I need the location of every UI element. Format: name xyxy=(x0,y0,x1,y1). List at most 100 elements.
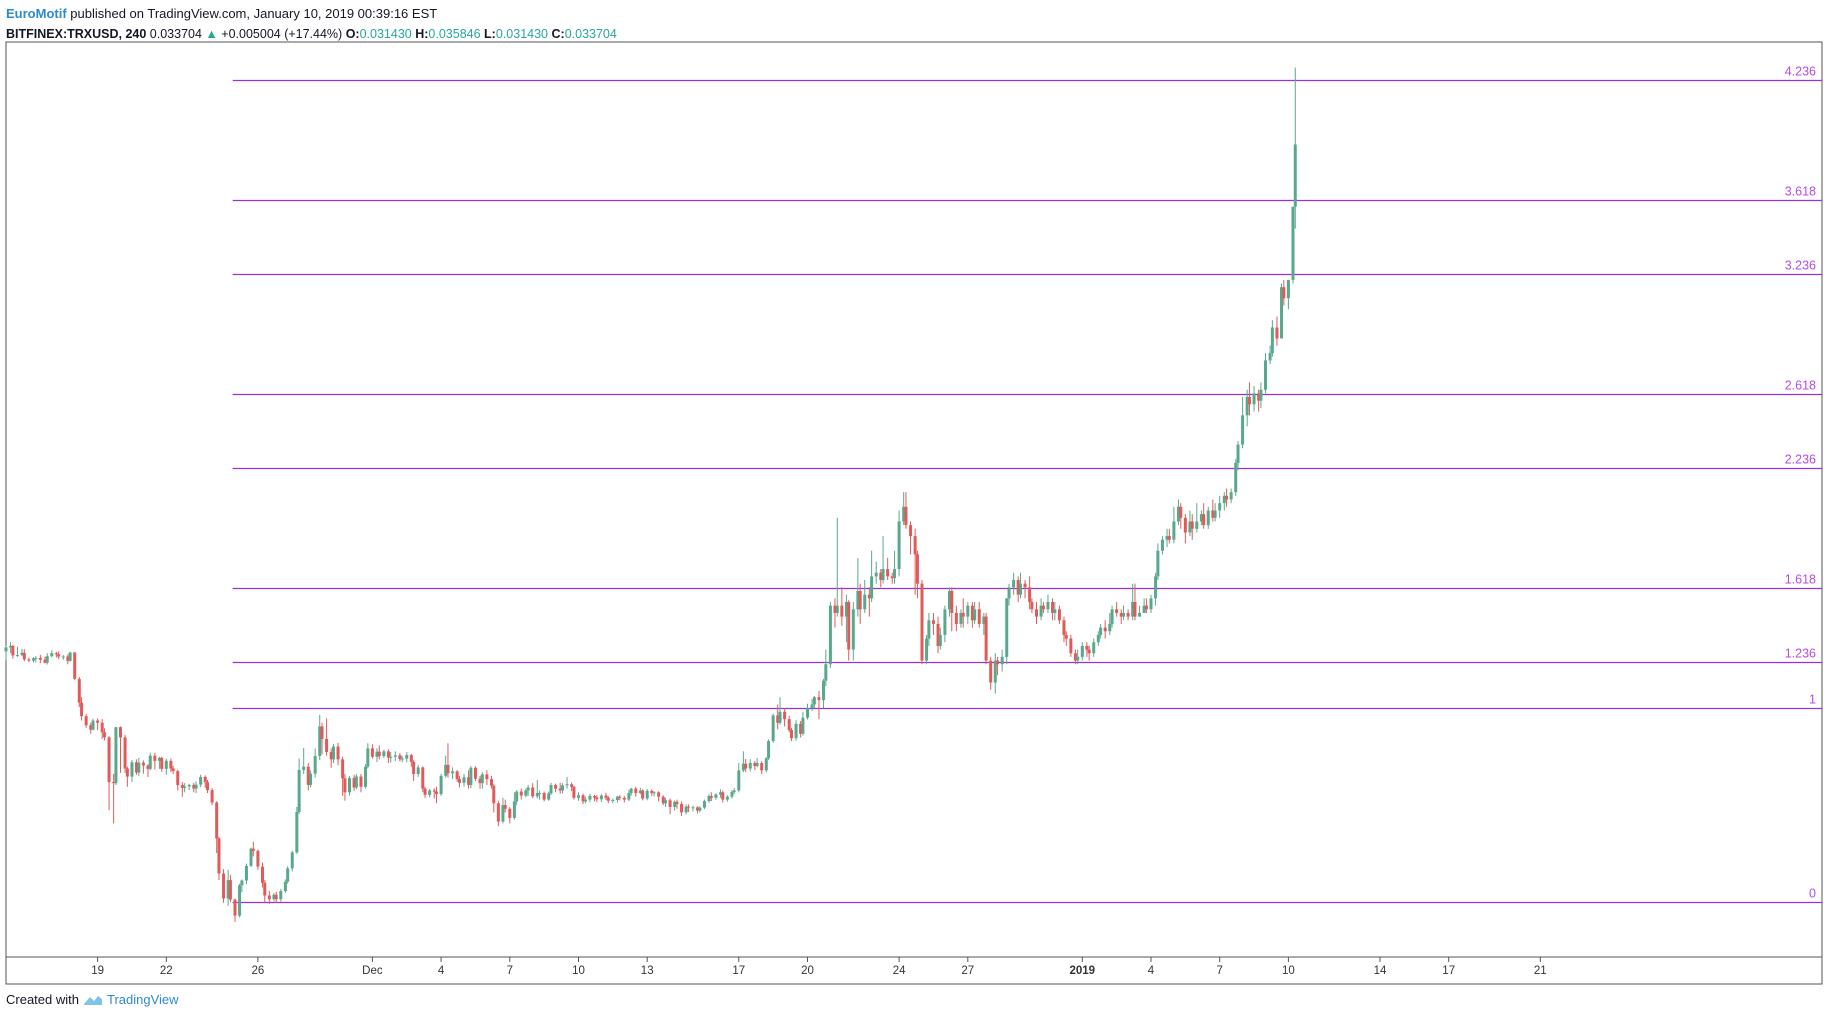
candle-body xyxy=(263,882,267,896)
candle-body xyxy=(753,763,757,766)
candle xyxy=(801,711,805,736)
candle xyxy=(652,791,656,797)
candle xyxy=(77,677,81,708)
candle xyxy=(1131,583,1135,621)
candle xyxy=(279,888,283,902)
candle-body xyxy=(1172,521,1176,540)
candle-body xyxy=(272,894,276,900)
candle-body xyxy=(824,664,828,681)
candle-body xyxy=(572,786,576,798)
candle-body xyxy=(604,795,608,798)
candle-body xyxy=(1080,645,1084,657)
candle-body xyxy=(588,795,592,800)
candle-body xyxy=(547,793,551,800)
candle-body xyxy=(1229,492,1233,500)
candle-body xyxy=(364,766,368,787)
candle-body xyxy=(744,763,748,769)
candle-body xyxy=(817,697,821,701)
time-tick-label: 20 xyxy=(801,965,814,977)
candle-body xyxy=(927,620,931,639)
candle-body xyxy=(96,720,100,723)
author-link[interactable]: EuroMotif xyxy=(6,6,67,21)
candle xyxy=(501,797,505,824)
candle-body xyxy=(1028,587,1032,602)
candle xyxy=(1202,503,1206,529)
candle-body xyxy=(4,647,8,652)
candle xyxy=(1206,506,1210,529)
candle-body xyxy=(508,808,512,818)
candle-body xyxy=(1264,360,1267,390)
candle xyxy=(462,774,466,787)
candle xyxy=(249,847,253,867)
candle xyxy=(515,790,519,806)
candle-body xyxy=(867,594,871,599)
candle-body xyxy=(1275,327,1279,339)
candle xyxy=(435,786,439,804)
candle-body xyxy=(1280,287,1284,339)
candle xyxy=(822,678,826,709)
candle-body xyxy=(1195,521,1199,529)
candle xyxy=(331,743,335,764)
candle-body xyxy=(176,771,180,785)
candle-body xyxy=(1039,605,1043,617)
high-label: H: xyxy=(415,27,429,41)
candle-body xyxy=(1234,462,1238,493)
candle-body xyxy=(194,784,198,789)
candle xyxy=(954,605,958,632)
candle-body xyxy=(874,572,878,577)
candle xyxy=(341,756,345,796)
candle xyxy=(84,713,88,728)
candle-body xyxy=(1213,510,1217,518)
candle-body xyxy=(279,891,283,900)
candle-body xyxy=(444,764,448,776)
candle xyxy=(455,769,459,782)
candle-body xyxy=(1119,612,1123,617)
candle xyxy=(709,792,713,802)
candle xyxy=(583,796,587,804)
candle xyxy=(354,774,358,790)
candle-body xyxy=(57,654,61,657)
candle xyxy=(329,748,333,768)
candle-body xyxy=(325,738,329,753)
candle-body xyxy=(1085,645,1089,650)
candle-body xyxy=(1291,206,1295,280)
candle-body xyxy=(302,766,306,770)
candle-body xyxy=(1206,510,1210,526)
candle-body xyxy=(897,521,901,570)
candle-body xyxy=(286,868,290,882)
candle-body xyxy=(215,802,219,839)
candle xyxy=(80,697,84,721)
tradingview-link[interactable]: TradingView xyxy=(106,992,179,1007)
candle xyxy=(256,849,260,870)
candle xyxy=(512,792,516,820)
candle-body xyxy=(1282,287,1286,299)
candle xyxy=(1245,389,1249,427)
candle-body xyxy=(45,656,49,663)
candle xyxy=(228,875,232,903)
candle-body xyxy=(1138,612,1142,617)
candle xyxy=(572,785,576,800)
candle xyxy=(1041,601,1045,613)
candle-body xyxy=(183,786,187,788)
candle-body xyxy=(943,609,947,635)
candle xyxy=(604,792,608,800)
candle xyxy=(691,805,695,812)
candle-body xyxy=(538,793,542,795)
candle xyxy=(1087,645,1091,661)
candle xyxy=(393,751,397,762)
candle xyxy=(297,758,301,814)
candle-body xyxy=(469,767,473,785)
candle-body xyxy=(1131,601,1135,617)
candle xyxy=(1154,572,1158,606)
candle-body xyxy=(492,785,496,804)
time-tick-label: 10 xyxy=(1282,965,1295,977)
candle-body xyxy=(382,751,386,757)
candle-body xyxy=(1149,598,1153,610)
candle xyxy=(588,793,592,803)
candle-body xyxy=(1293,144,1297,207)
candle xyxy=(886,558,890,581)
candle xyxy=(1252,386,1256,412)
candle-body xyxy=(80,702,84,717)
candle xyxy=(1172,506,1176,544)
